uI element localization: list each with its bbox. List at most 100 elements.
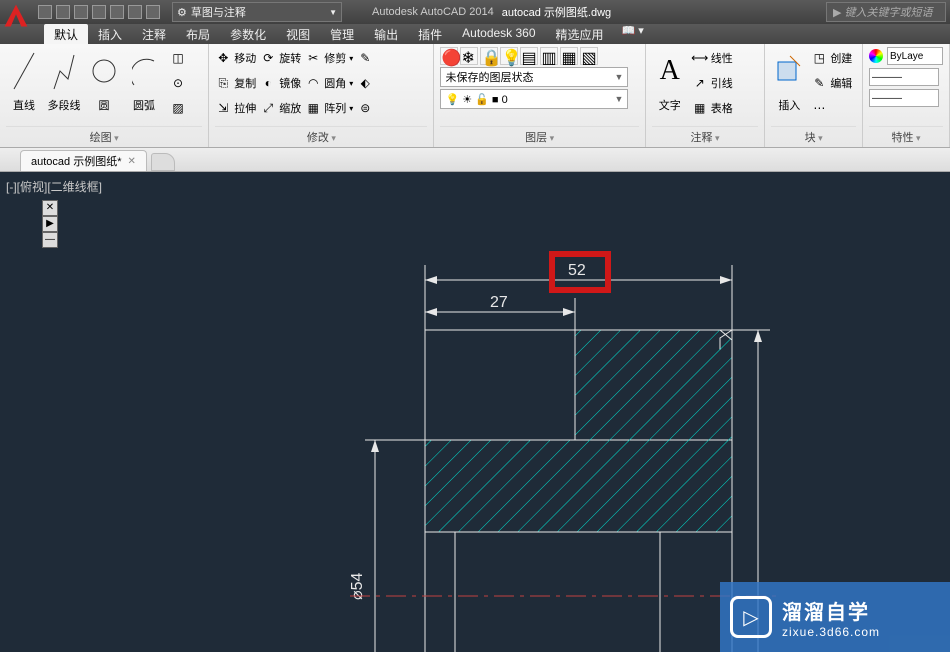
new-tab-button[interactable]: [151, 153, 175, 171]
layer-ico-8[interactable]: ▧: [580, 47, 598, 65]
stretch-button[interactable]: ⇲拉伸: [215, 97, 256, 119]
draw-extra-2[interactable]: ⊙: [170, 72, 186, 94]
line-label: 直线: [13, 97, 35, 113]
block-extra[interactable]: ⋯: [811, 97, 852, 119]
draw-extra-3[interactable]: ▨: [170, 97, 186, 119]
layer-ico-4[interactable]: 💡: [500, 47, 518, 65]
panel-draw-title[interactable]: 绘图: [6, 126, 202, 147]
close-tab-icon[interactable]: ✕: [127, 156, 135, 167]
tab-annotate[interactable]: 注释: [132, 24, 176, 44]
tab-manage[interactable]: 管理: [320, 24, 364, 44]
play-icon: ▷: [730, 596, 772, 638]
qat-save-icon[interactable]: [74, 5, 88, 19]
fillet-button[interactable]: ◠圆角▾: [305, 72, 353, 94]
linetype-dropdown[interactable]: ———: [869, 89, 939, 107]
polyline-button[interactable]: 多段线: [46, 47, 82, 126]
erase-button[interactable]: ✎: [357, 47, 373, 69]
tab-default[interactable]: 默认: [44, 24, 88, 44]
title-bar: ⚙ 草图与注释 Autodesk AutoCAD 2014 autocad 示例…: [0, 0, 950, 24]
rotate-button[interactable]: ⟳旋转: [260, 47, 301, 69]
panel-block-title[interactable]: 块: [771, 126, 856, 147]
circle-button[interactable]: 圆: [86, 47, 122, 126]
scale-label: 缩放: [279, 100, 301, 116]
layer-ico-6[interactable]: ▥: [540, 47, 558, 65]
panel-draw: 直线 多段线 圆 圆弧 ◫ ⊙ ▨ 绘图: [0, 44, 209, 147]
leader-label: 引线: [711, 75, 733, 91]
tab-featured[interactable]: 精选应用: [546, 24, 614, 44]
qat-open-icon[interactable]: [56, 5, 70, 19]
table-button[interactable]: ▦表格: [692, 97, 733, 119]
qat-saveas-icon[interactable]: [92, 5, 106, 19]
text-label: 文字: [659, 97, 681, 113]
trim-label: 修剪: [324, 50, 346, 66]
panel-layer-title[interactable]: 图层: [440, 126, 638, 147]
rotate-label: 旋转: [279, 50, 301, 66]
create-block-button[interactable]: ◳创建: [811, 47, 852, 69]
lineweight-dropdown[interactable]: ———: [869, 68, 939, 86]
tab-a360[interactable]: Autodesk 360: [452, 24, 545, 44]
layer-ico-7[interactable]: ▦: [560, 47, 578, 65]
color-dropdown[interactable]: ByLaye: [887, 47, 943, 65]
tab-insert[interactable]: 插入: [88, 24, 132, 44]
layer-state-dropdown[interactable]: 未保存的图层状态: [440, 67, 628, 87]
draw-extra-1[interactable]: ◫: [170, 47, 186, 69]
scale-button[interactable]: ⤢缩放: [260, 97, 301, 119]
table-label: 表格: [711, 100, 733, 116]
edit-block-button[interactable]: ✎编辑: [811, 72, 852, 94]
mirror-button[interactable]: ◐镜像: [260, 72, 301, 94]
panel-annot-title[interactable]: 注释: [652, 126, 759, 147]
help-search-input[interactable]: 键入关键字或短语: [826, 2, 946, 22]
linear-dim-button[interactable]: ⟷线性: [692, 47, 733, 69]
qat-plot-icon[interactable]: [110, 5, 124, 19]
layer-ico-3[interactable]: 🔒: [480, 47, 498, 65]
dim-27-text: 27: [490, 294, 508, 311]
trim-button[interactable]: ✂修剪▾: [305, 47, 353, 69]
leader-button[interactable]: ↗引线: [692, 72, 733, 94]
text-button[interactable]: A文字: [652, 47, 688, 126]
quick-access-toolbar: [38, 5, 160, 19]
gear-icon: ⚙: [177, 6, 187, 19]
line-button[interactable]: 直线: [6, 47, 42, 126]
app-title: Autodesk AutoCAD 2014: [372, 6, 494, 18]
explode-button[interactable]: ⬖: [357, 72, 373, 94]
layer-state-label: 未保存的图层状态: [445, 69, 533, 85]
layer-bulb-icon: 💡 ☀ 🔓 ■ 0: [445, 93, 507, 106]
help-icon[interactable]: 📖 ▾: [622, 24, 644, 44]
panel-modify: ✥移动 ⎘复制 ⇲拉伸 ⟳旋转 ◐镜像 ⤢缩放 ✂修剪▾ ◠圆角▾ ▦阵列▾ ✎…: [209, 44, 434, 147]
tab-layout[interactable]: 布局: [176, 24, 220, 44]
qat-undo-icon[interactable]: [128, 5, 142, 19]
layer-ico-5[interactable]: ▤: [520, 47, 538, 65]
layer-current-dropdown[interactable]: 💡 ☀ 🔓 ■ 0: [440, 89, 628, 109]
panel-prop-title[interactable]: 特性: [869, 126, 943, 147]
qat-redo-icon[interactable]: [146, 5, 160, 19]
panel-modify-title[interactable]: 修改: [215, 126, 427, 147]
tab-plugins[interactable]: 插件: [408, 24, 452, 44]
move-button[interactable]: ✥移动: [215, 47, 256, 69]
insert-block-button[interactable]: 插入: [771, 47, 807, 126]
workspace-dropdown[interactable]: ⚙ 草图与注释: [172, 2, 342, 22]
arc-button[interactable]: 圆弧: [126, 47, 162, 126]
cad-drawing: 52 27: [0, 172, 950, 652]
tab-parametric[interactable]: 参数化: [220, 24, 276, 44]
move-label: 移动: [234, 50, 256, 66]
file-name: autocad 示例图纸.dwg: [502, 4, 611, 20]
watermark: ▷ 溜溜自学 zixue.3d66.com: [720, 582, 950, 652]
file-tab[interactable]: autocad 示例图纸* ✕: [20, 150, 147, 171]
array-button[interactable]: ▦阵列▾: [305, 97, 353, 119]
tab-output[interactable]: 输出: [364, 24, 408, 44]
insert-label: 插入: [778, 97, 800, 113]
edit-label: 编辑: [830, 75, 852, 91]
tab-view[interactable]: 视图: [276, 24, 320, 44]
copy-button[interactable]: ⎘复制: [215, 72, 256, 94]
ribbon: 直线 多段线 圆 圆弧 ◫ ⊙ ▨ 绘图 ✥移动 ⎘复制 ⇲拉伸 ⟳旋转 ◐镜像…: [0, 44, 950, 148]
layer-ico-2[interactable]: ❄: [460, 47, 478, 65]
offset-button[interactable]: ⊜: [357, 97, 373, 119]
panel-block: 插入 ◳创建 ✎编辑 ⋯ 块: [765, 44, 863, 147]
color-swatch-icon[interactable]: [869, 49, 883, 63]
app-logo: [2, 2, 30, 30]
drawing-canvas[interactable]: [-][俯视][二维线框] ✕ ▶ — 52 27: [0, 172, 950, 652]
dim-52-text: 52: [568, 262, 586, 279]
file-tab-label: autocad 示例图纸*: [31, 153, 121, 169]
qat-new-icon[interactable]: [38, 5, 52, 19]
layer-prop-icon[interactable]: 🔴: [440, 47, 458, 65]
